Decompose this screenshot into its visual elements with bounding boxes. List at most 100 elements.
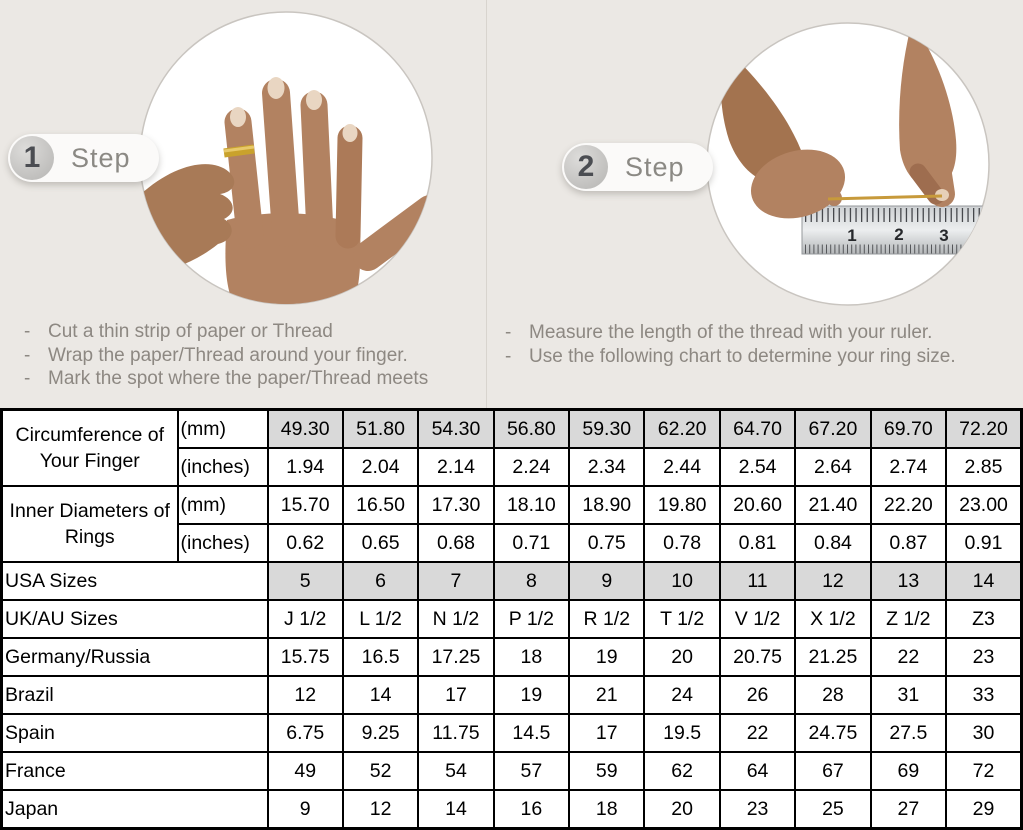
size-cell: 2.54 <box>718 447 797 487</box>
size-cell: 19.5 <box>643 713 721 753</box>
step-1-badge: 1 Step <box>8 134 159 182</box>
gold-ring-icon <box>223 144 255 158</box>
table-row: Inner Diameters of Rings (mm) 15.70 16.50 17… <box>0 485 1023 563</box>
size-cell: L 1/2 <box>341 599 420 639</box>
size-cell: 14 <box>341 675 420 715</box>
size-cell: 13 <box>869 561 948 601</box>
dash-bullet: - <box>505 322 512 343</box>
size-cell: 14 <box>945 561 1023 601</box>
size-cell: 1.94 <box>266 447 344 487</box>
size-cell: 12 <box>341 789 420 830</box>
size-cell: 18.90 <box>568 485 646 525</box>
size-cell: R 1/2 <box>568 599 646 639</box>
size-cell: 18.10 <box>492 485 571 525</box>
row-group-label: Circumference of Your Finger <box>0 408 179 487</box>
size-cell: 23 <box>945 637 1023 677</box>
size-cell: 23.00 <box>945 485 1023 525</box>
size-cell: 59 <box>568 751 646 791</box>
size-cell: 6.75 <box>266 713 344 753</box>
size-cell: 7 <box>417 561 495 601</box>
size-cell: 22 <box>718 713 797 753</box>
size-table-body: Circumference of Your Finger (mm) 49.30 51.… <box>0 408 1023 830</box>
table-row: Japan 9 12 14 16 18 20 23 25 27 29 <box>0 789 1023 830</box>
size-cell: 18 <box>492 637 571 677</box>
instruction-text: Use the following chart to determine you… <box>529 345 956 367</box>
size-cell: 19 <box>568 637 646 677</box>
ruler-number-3: 3 <box>939 226 948 245</box>
size-cell: 29 <box>945 789 1023 830</box>
size-cell: 57 <box>492 751 571 791</box>
row-label: Brazil <box>0 675 269 715</box>
table-row: Spain 6.75 9.25 11.75 14.5 17 19.5 22 24.75 27.5 3… <box>0 713 1023 753</box>
size-cell: 54.30 <box>417 408 495 449</box>
row-label: Germany/Russia <box>0 637 269 677</box>
instruction-item: - Measure the length of the thread with y… <box>505 321 956 345</box>
step-2-label: Step <box>625 151 685 182</box>
size-cell: 12 <box>266 675 344 715</box>
how-to-measure-section: 1 Step 2 Step <box>0 0 1023 408</box>
row-label: France <box>0 751 269 791</box>
size-cell: 17 <box>568 713 646 753</box>
size-cell: 6 <box>341 561 420 601</box>
right-hand-illustration <box>899 23 957 207</box>
size-cell: 8 <box>492 561 571 601</box>
step-2-instructions: - Measure the length of the thread with y… <box>505 321 956 368</box>
size-cell: 2.74 <box>869 447 948 487</box>
ruler-illustration: 1 2 3 <box>801 205 989 255</box>
row-group-label: Inner Diameters of Rings <box>0 485 179 563</box>
size-cell: 19.80 <box>643 485 721 525</box>
size-cell: 12 <box>794 561 872 601</box>
size-cell: X 1/2 <box>794 599 872 639</box>
size-cell: 11 <box>718 561 797 601</box>
ruler-number-2: 2 <box>894 225 903 244</box>
size-cell: 62.20 <box>643 408 721 449</box>
size-cell: 20 <box>643 789 721 830</box>
instruction-item: - Cut a thin strip of paper or Thread <box>24 320 428 344</box>
size-cell: 0.87 <box>869 523 948 563</box>
size-cell: 21.25 <box>794 637 872 677</box>
row-label: UK/AU Sizes <box>0 599 269 639</box>
size-cell: 10 <box>643 561 721 601</box>
thread-line <box>827 194 943 201</box>
size-cell: 64 <box>718 751 797 791</box>
step-2-number: 2 <box>564 145 608 189</box>
size-cell: 49 <box>266 751 344 791</box>
unit-label: (mm) <box>176 408 269 449</box>
ruler-number-1: 1 <box>847 226 856 245</box>
table-row: UK/AU Sizes J 1/2 L 1/2 N 1/2 P 1/2 R 1/2 T 1/… <box>0 599 1023 639</box>
instruction-text: Mark the spot where the paper/Thread mee… <box>48 368 429 389</box>
table-row: Circumference of Your Finger (mm) 49.30 51.… <box>0 408 1023 487</box>
size-cell: 64.70 <box>718 408 797 449</box>
instruction-text: Wrap the paper/Thread around your finger… <box>48 344 408 366</box>
size-cell: N 1/2 <box>417 599 495 639</box>
size-cell: 0.68 <box>417 523 495 563</box>
dash-bullet: - <box>24 344 31 366</box>
size-cell: 15.75 <box>266 637 344 677</box>
step-1-instructions: - Cut a thin strip of paper or Thread - Wra… <box>24 320 428 391</box>
size-cell: 51.80 <box>341 408 420 449</box>
size-cell: 33 <box>945 675 1023 715</box>
size-cell: 0.65 <box>341 523 420 563</box>
size-cell: 31 <box>869 675 948 715</box>
size-cell: P 1/2 <box>492 599 571 639</box>
table-row: USA Sizes 5 6 7 8 9 10 11 12 13 14 <box>0 561 1023 601</box>
table-row: France 49 52 54 57 59 62 64 67 69 72 <box>0 751 1023 791</box>
ring-size-conversion-table: Circumference of Your Finger (mm) 49.30 51.… <box>0 408 1023 830</box>
size-cell: 2.85 <box>945 447 1023 487</box>
size-cell: 19 <box>492 675 571 715</box>
dash-bullet: - <box>24 321 31 342</box>
size-cell: 15.70 <box>266 485 344 525</box>
size-cell: 25 <box>794 789 872 830</box>
size-cell: 67 <box>794 751 872 791</box>
size-cell: 52 <box>341 751 420 791</box>
size-cell: 62 <box>643 751 721 791</box>
size-cell: 16.5 <box>341 637 420 677</box>
size-cell: 2.34 <box>568 447 646 487</box>
size-cell: 17.25 <box>417 637 495 677</box>
size-cell: 14.5 <box>492 713 571 753</box>
size-cell: J 1/2 <box>266 599 344 639</box>
table-row: Brazil 12 14 17 19 21 24 26 28 31 33 <box>0 675 1023 715</box>
size-cell: 2.44 <box>643 447 721 487</box>
row-label: Japan <box>0 789 269 830</box>
size-cell: 59.30 <box>568 408 646 449</box>
